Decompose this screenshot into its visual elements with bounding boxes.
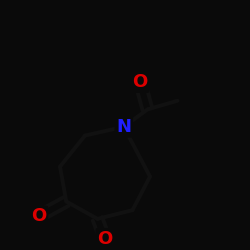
Text: O: O (31, 207, 46, 225)
Text: O: O (98, 230, 112, 248)
Text: O: O (132, 73, 148, 91)
Text: N: N (116, 118, 131, 136)
